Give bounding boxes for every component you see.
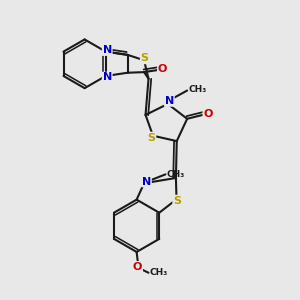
Text: N: N: [165, 96, 174, 106]
Text: S: S: [141, 53, 149, 64]
Text: O: O: [158, 64, 167, 74]
Text: N: N: [103, 73, 112, 82]
Text: N: N: [103, 45, 112, 55]
Text: O: O: [133, 262, 142, 272]
Text: CH₃: CH₃: [150, 268, 168, 277]
Text: CH₃: CH₃: [167, 170, 185, 179]
Text: O: O: [203, 109, 213, 119]
Text: S: S: [173, 196, 181, 206]
Text: N: N: [142, 176, 151, 187]
Text: S: S: [148, 133, 155, 142]
Text: CH₃: CH₃: [188, 85, 207, 94]
